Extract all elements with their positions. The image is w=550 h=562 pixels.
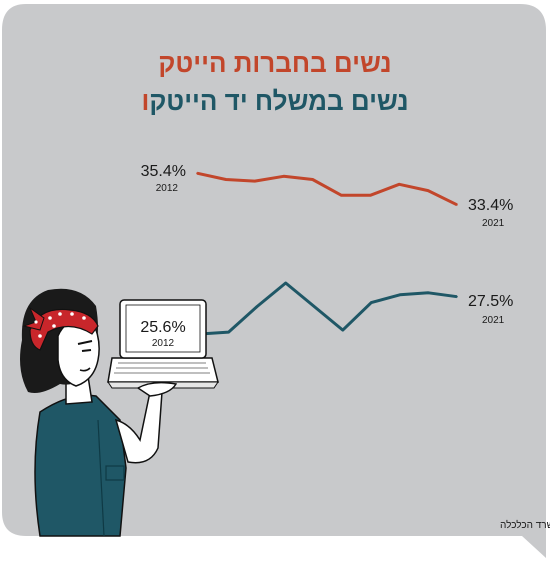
series-2-point xyxy=(370,301,373,304)
hand xyxy=(136,381,178,397)
bandana-dot xyxy=(38,334,42,338)
series-1-point xyxy=(311,178,314,181)
speech-bubble-background xyxy=(2,4,546,558)
shirt-seam xyxy=(97,419,105,537)
title-line-1: נשים בחברות הייטק xyxy=(158,48,391,78)
bandana-dot xyxy=(52,324,56,328)
series-1-start-value-label: 35.4% xyxy=(141,163,186,180)
series-2-point xyxy=(342,329,344,331)
series-2-point xyxy=(427,292,430,294)
shirt-pocket xyxy=(105,465,125,481)
series-1-point xyxy=(282,175,285,178)
laptop-screen-year: 2012 xyxy=(152,338,175,349)
bandana-dot xyxy=(34,320,38,324)
series-2-end-value-label: 27.5% xyxy=(468,293,513,310)
chart-series-group xyxy=(196,171,458,336)
series-1-point xyxy=(196,172,198,174)
title-line-2-prefix: ו xyxy=(141,86,149,116)
bandana-dots xyxy=(34,312,86,338)
source-note: מקור: זרוע העבודה במשרד הכלכלה xyxy=(500,519,550,531)
series-2-point xyxy=(227,331,230,333)
series-1-point xyxy=(340,194,343,197)
series-1-line xyxy=(196,171,458,207)
bandana-dot xyxy=(82,316,86,320)
series-1-point xyxy=(427,189,429,192)
eyebrow xyxy=(77,340,93,345)
laptop-screen-value: 25.6% xyxy=(140,319,185,336)
series-1-point xyxy=(398,183,401,186)
woman-with-laptop-illustration xyxy=(20,288,219,537)
series-1-end-year-label: 2021 xyxy=(482,218,505,229)
bandana-knot xyxy=(22,306,45,331)
series-1-point xyxy=(225,178,227,181)
series-2-end-year-label: 2021 xyxy=(482,315,505,326)
laptop-keyboard xyxy=(114,362,210,374)
bandana-dot xyxy=(58,312,62,316)
series-1-start-year-label: 2012 xyxy=(156,183,179,194)
title-line-2: נשים במשלח יד הייטקו xyxy=(141,86,408,116)
series-2-point xyxy=(456,295,458,298)
series-2-point xyxy=(313,305,316,308)
bandana xyxy=(29,308,99,351)
series-2-point xyxy=(399,294,401,296)
bandana-dot xyxy=(48,316,52,320)
title-line-2-text: נשים במשלח יד הייטק xyxy=(149,86,408,116)
laptop-screen xyxy=(125,304,201,353)
series-1-end-value-label: 33.4% xyxy=(468,197,513,214)
series-1-point xyxy=(456,204,458,206)
series-1-point xyxy=(369,194,372,197)
series-2-line xyxy=(199,281,458,336)
series-1-point xyxy=(254,180,256,182)
laptop-base xyxy=(107,357,219,383)
series-2-point xyxy=(256,305,258,308)
mouth xyxy=(79,367,91,372)
bandana-dot xyxy=(70,312,74,316)
eye xyxy=(81,349,92,352)
series-2-point xyxy=(284,282,287,284)
